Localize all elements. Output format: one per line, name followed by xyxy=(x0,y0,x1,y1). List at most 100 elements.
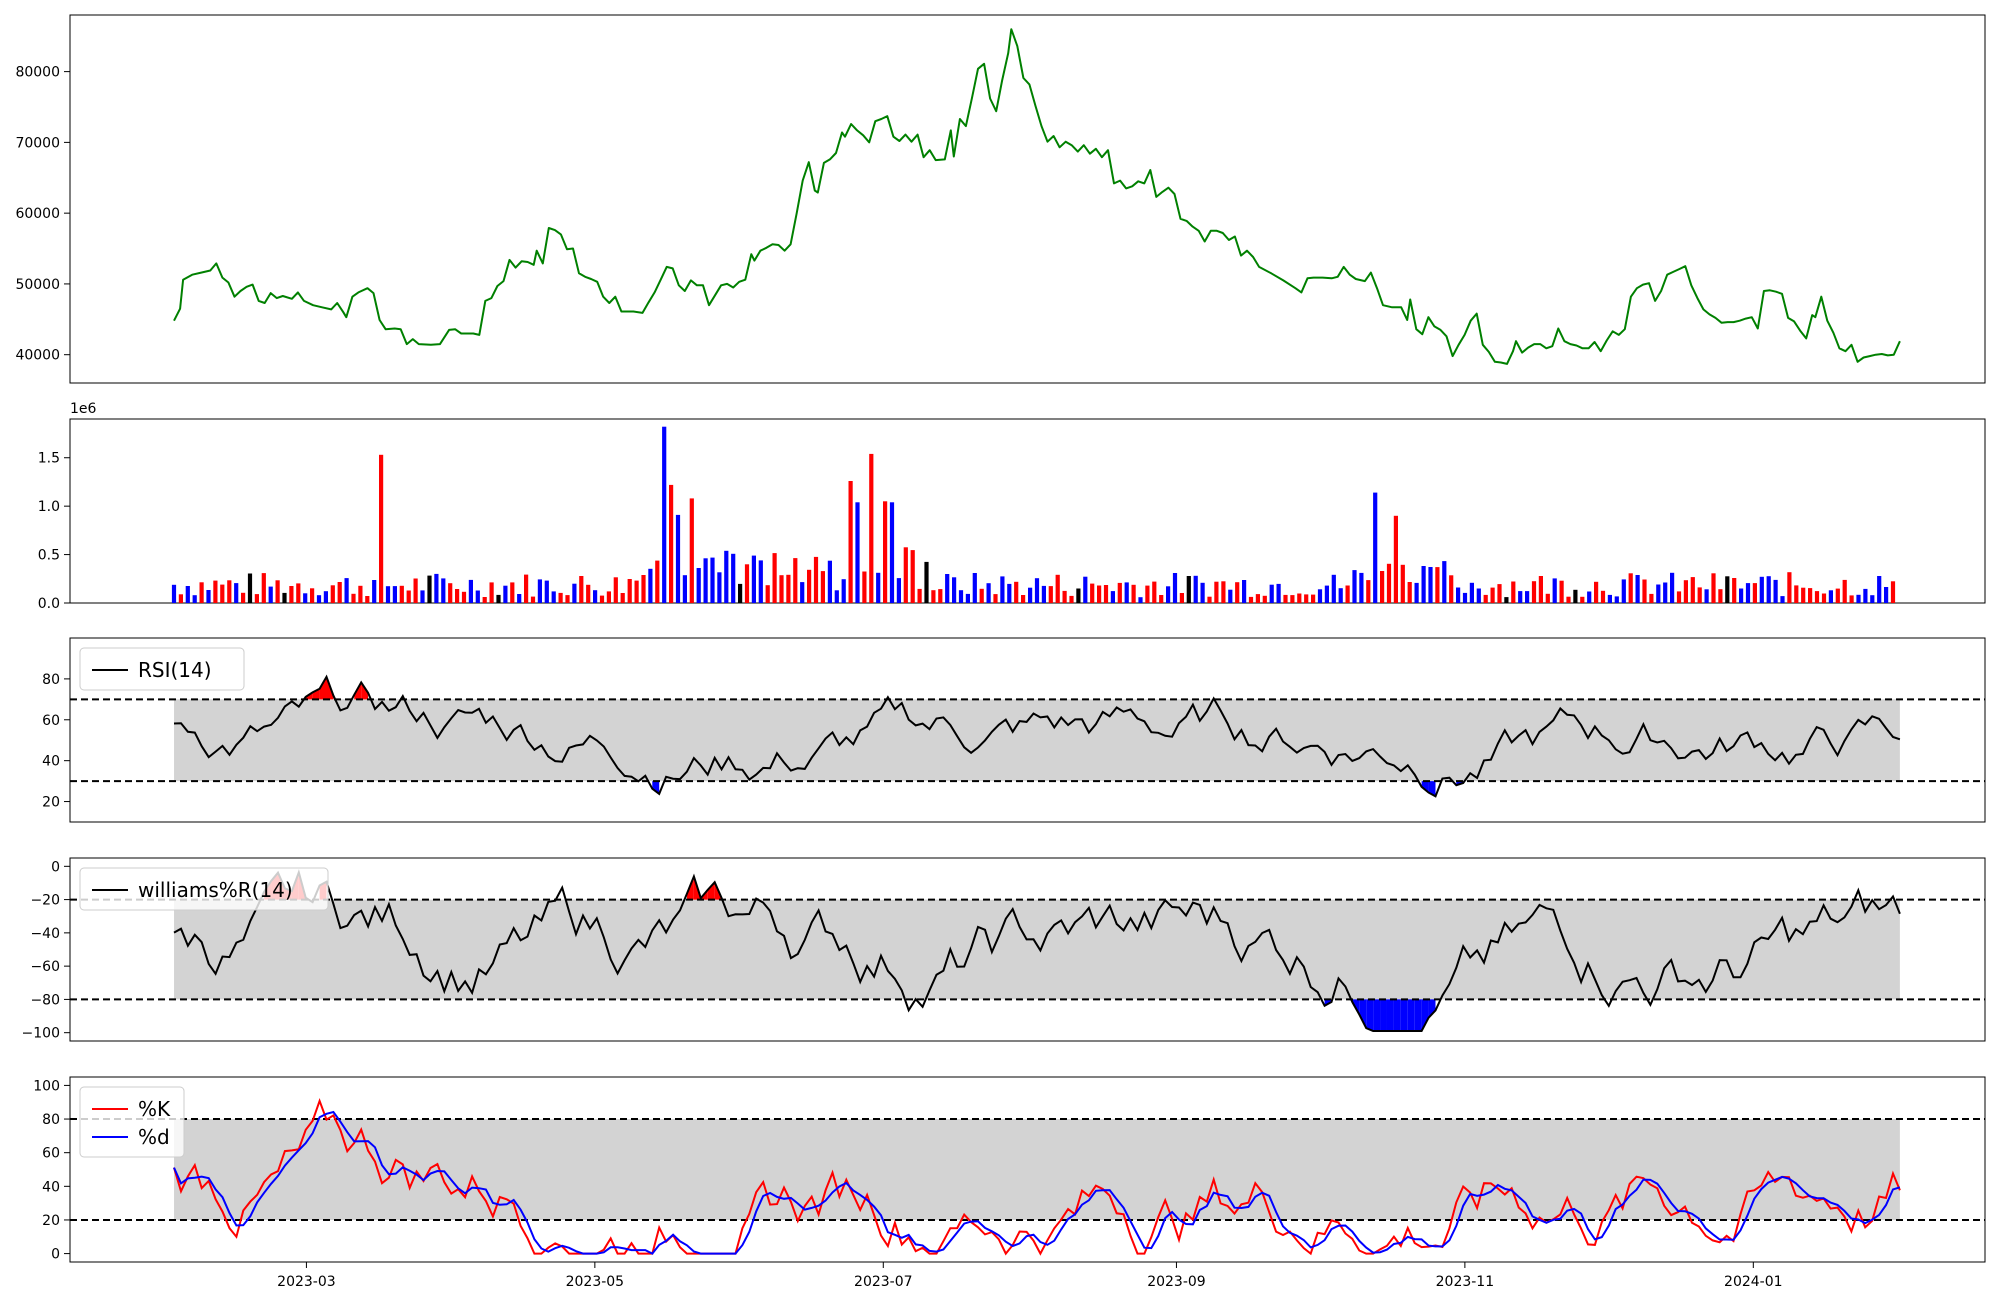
volume-bar xyxy=(1380,571,1385,603)
stoch-ytick-label: 40 xyxy=(42,1179,60,1195)
wr-oversold-fill xyxy=(1407,999,1415,1032)
volume-bar xyxy=(862,571,867,603)
volume-bar xyxy=(489,582,494,603)
volume-bar xyxy=(213,580,218,603)
rsi-frame xyxy=(69,637,1986,823)
volume-bar xyxy=(524,574,529,603)
volume-bar xyxy=(1366,580,1371,603)
stochastic-chart-panel: 0 20 40 60 80 100 %K %d 2023-03 2023-05 2023-07 202… xyxy=(33,1076,1986,1290)
volume-bar xyxy=(648,568,653,603)
volume-bar xyxy=(765,585,770,603)
volume-bar xyxy=(1076,588,1081,603)
volume-bar xyxy=(1670,572,1675,603)
volume-bar xyxy=(537,579,542,603)
stoch-d-line xyxy=(173,1110,1901,1255)
stoch-band xyxy=(174,1119,1900,1220)
volume-bar xyxy=(379,454,384,603)
volume-bar xyxy=(1159,595,1164,603)
volume-bar xyxy=(896,578,901,603)
wr-ytick-label: −20 xyxy=(30,893,60,909)
volume-bar xyxy=(986,583,991,603)
volume-bar xyxy=(199,582,204,603)
volume-bar xyxy=(406,590,411,603)
volume-ytick-label: 0.0 xyxy=(38,596,60,612)
volume-bar xyxy=(1200,582,1205,603)
volume-bar xyxy=(931,590,936,603)
volume-bar xyxy=(758,560,763,603)
volume-bar xyxy=(1414,582,1419,603)
volume-bar xyxy=(1828,590,1833,603)
volume-bar xyxy=(220,584,225,603)
volume-bar xyxy=(1462,592,1468,603)
volume-bar xyxy=(1117,582,1122,603)
volume-bar xyxy=(282,592,287,603)
volume-bar xyxy=(1297,593,1302,603)
volume-bar xyxy=(1331,574,1336,603)
volume-bar xyxy=(1352,570,1357,603)
volume-bar xyxy=(296,583,301,603)
volume-bar xyxy=(744,564,750,603)
volume-bar xyxy=(434,573,439,603)
volume-bar xyxy=(1614,596,1619,603)
volume-bar xyxy=(1676,591,1682,603)
volume-bar xyxy=(254,594,259,603)
price-ytick-label: 50000 xyxy=(15,277,60,293)
volume-bar xyxy=(1393,515,1398,603)
wr-ytick-label: −40 xyxy=(30,926,60,942)
volume-bar xyxy=(827,560,832,603)
volume-bar xyxy=(1048,586,1053,603)
volume-bar xyxy=(1766,576,1771,603)
volume-bar xyxy=(1186,576,1191,603)
volume-bar xyxy=(751,555,756,603)
price-chart-panel: 40000 50000 60000 70000 80000 xyxy=(15,14,1986,384)
volume-bar xyxy=(1732,578,1737,603)
volume-bar xyxy=(1773,579,1778,603)
volume-bar xyxy=(517,594,522,603)
volume-bar xyxy=(572,583,577,603)
volume-bar xyxy=(1152,581,1157,603)
rsi-legend-box xyxy=(79,647,245,691)
volume-bar xyxy=(351,593,356,603)
stoch-ytick-label: 80 xyxy=(42,1112,60,1128)
volume-bar xyxy=(1269,584,1274,603)
volume-bar xyxy=(171,584,177,603)
stoch-xtick-label: 2023-09 xyxy=(1147,1274,1206,1290)
volume-bar xyxy=(192,595,197,603)
volume-bar xyxy=(979,588,984,603)
volume-bar xyxy=(876,572,881,603)
volume-bar xyxy=(1255,594,1260,603)
volume-chart-panel: 0.0 0.5 1.0 1.5 1e6 xyxy=(38,401,1986,612)
volume-bar xyxy=(855,502,860,603)
volume-bar xyxy=(807,569,812,603)
volume-bar xyxy=(1400,564,1405,603)
wr-band xyxy=(174,899,1900,1000)
volume-bar xyxy=(1863,588,1868,603)
volume-bar xyxy=(1207,596,1212,603)
volume-bar xyxy=(1386,563,1392,603)
volume-ytick-label: 1.5 xyxy=(38,451,60,467)
volume-bar xyxy=(468,579,473,603)
volume-bar xyxy=(1801,587,1806,603)
volume-bar xyxy=(337,582,342,603)
volume-bar xyxy=(1621,579,1626,603)
volume-bar xyxy=(1739,588,1744,603)
volume-bar xyxy=(530,596,536,603)
volume-bar xyxy=(1704,589,1709,603)
volume-bar xyxy=(655,560,660,603)
volume-bar xyxy=(1442,561,1447,603)
volume-bar xyxy=(1097,585,1102,603)
volume-bar xyxy=(323,591,328,603)
volume-bar xyxy=(606,591,611,603)
volume-bar xyxy=(1083,576,1088,603)
rsi-ytick-label: 20 xyxy=(42,795,60,811)
volume-frame xyxy=(69,418,1986,604)
volume-bar xyxy=(965,593,970,603)
rsi-ytick-label: 60 xyxy=(42,713,60,729)
volume-bar xyxy=(696,568,701,603)
volume-bar xyxy=(1718,589,1723,603)
volume-bar xyxy=(958,590,964,603)
volume-bar xyxy=(448,583,453,603)
volume-bar xyxy=(703,558,708,603)
volume-bar xyxy=(1600,590,1606,603)
volume-bar xyxy=(1504,597,1509,603)
